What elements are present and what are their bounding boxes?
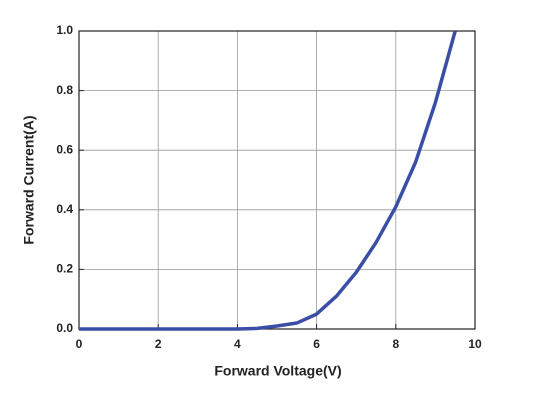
- y-tick-label: 0.2: [56, 262, 73, 276]
- x-tick-label: 2: [155, 337, 162, 351]
- x-axis-label: Forward Voltage(V): [214, 363, 341, 379]
- y-tick-label: 0.0: [56, 321, 73, 335]
- x-tick-label: 8: [392, 337, 399, 351]
- y-tick-label: 0.6: [56, 142, 73, 156]
- y-tick-label: 0.4: [56, 202, 73, 216]
- plot-frame: [78, 30, 476, 330]
- y-tick-label: 0.8: [56, 83, 73, 97]
- data-line: [79, 30, 457, 331]
- y-axis-label: Forward Current(A): [21, 115, 37, 244]
- x-tick-label: 10: [468, 337, 482, 351]
- x-tick-label: 6: [313, 337, 320, 351]
- x-tick-label: 4: [234, 337, 241, 351]
- x-tick-label: 0: [76, 337, 83, 351]
- y-tick-label: 1.0: [56, 23, 73, 37]
